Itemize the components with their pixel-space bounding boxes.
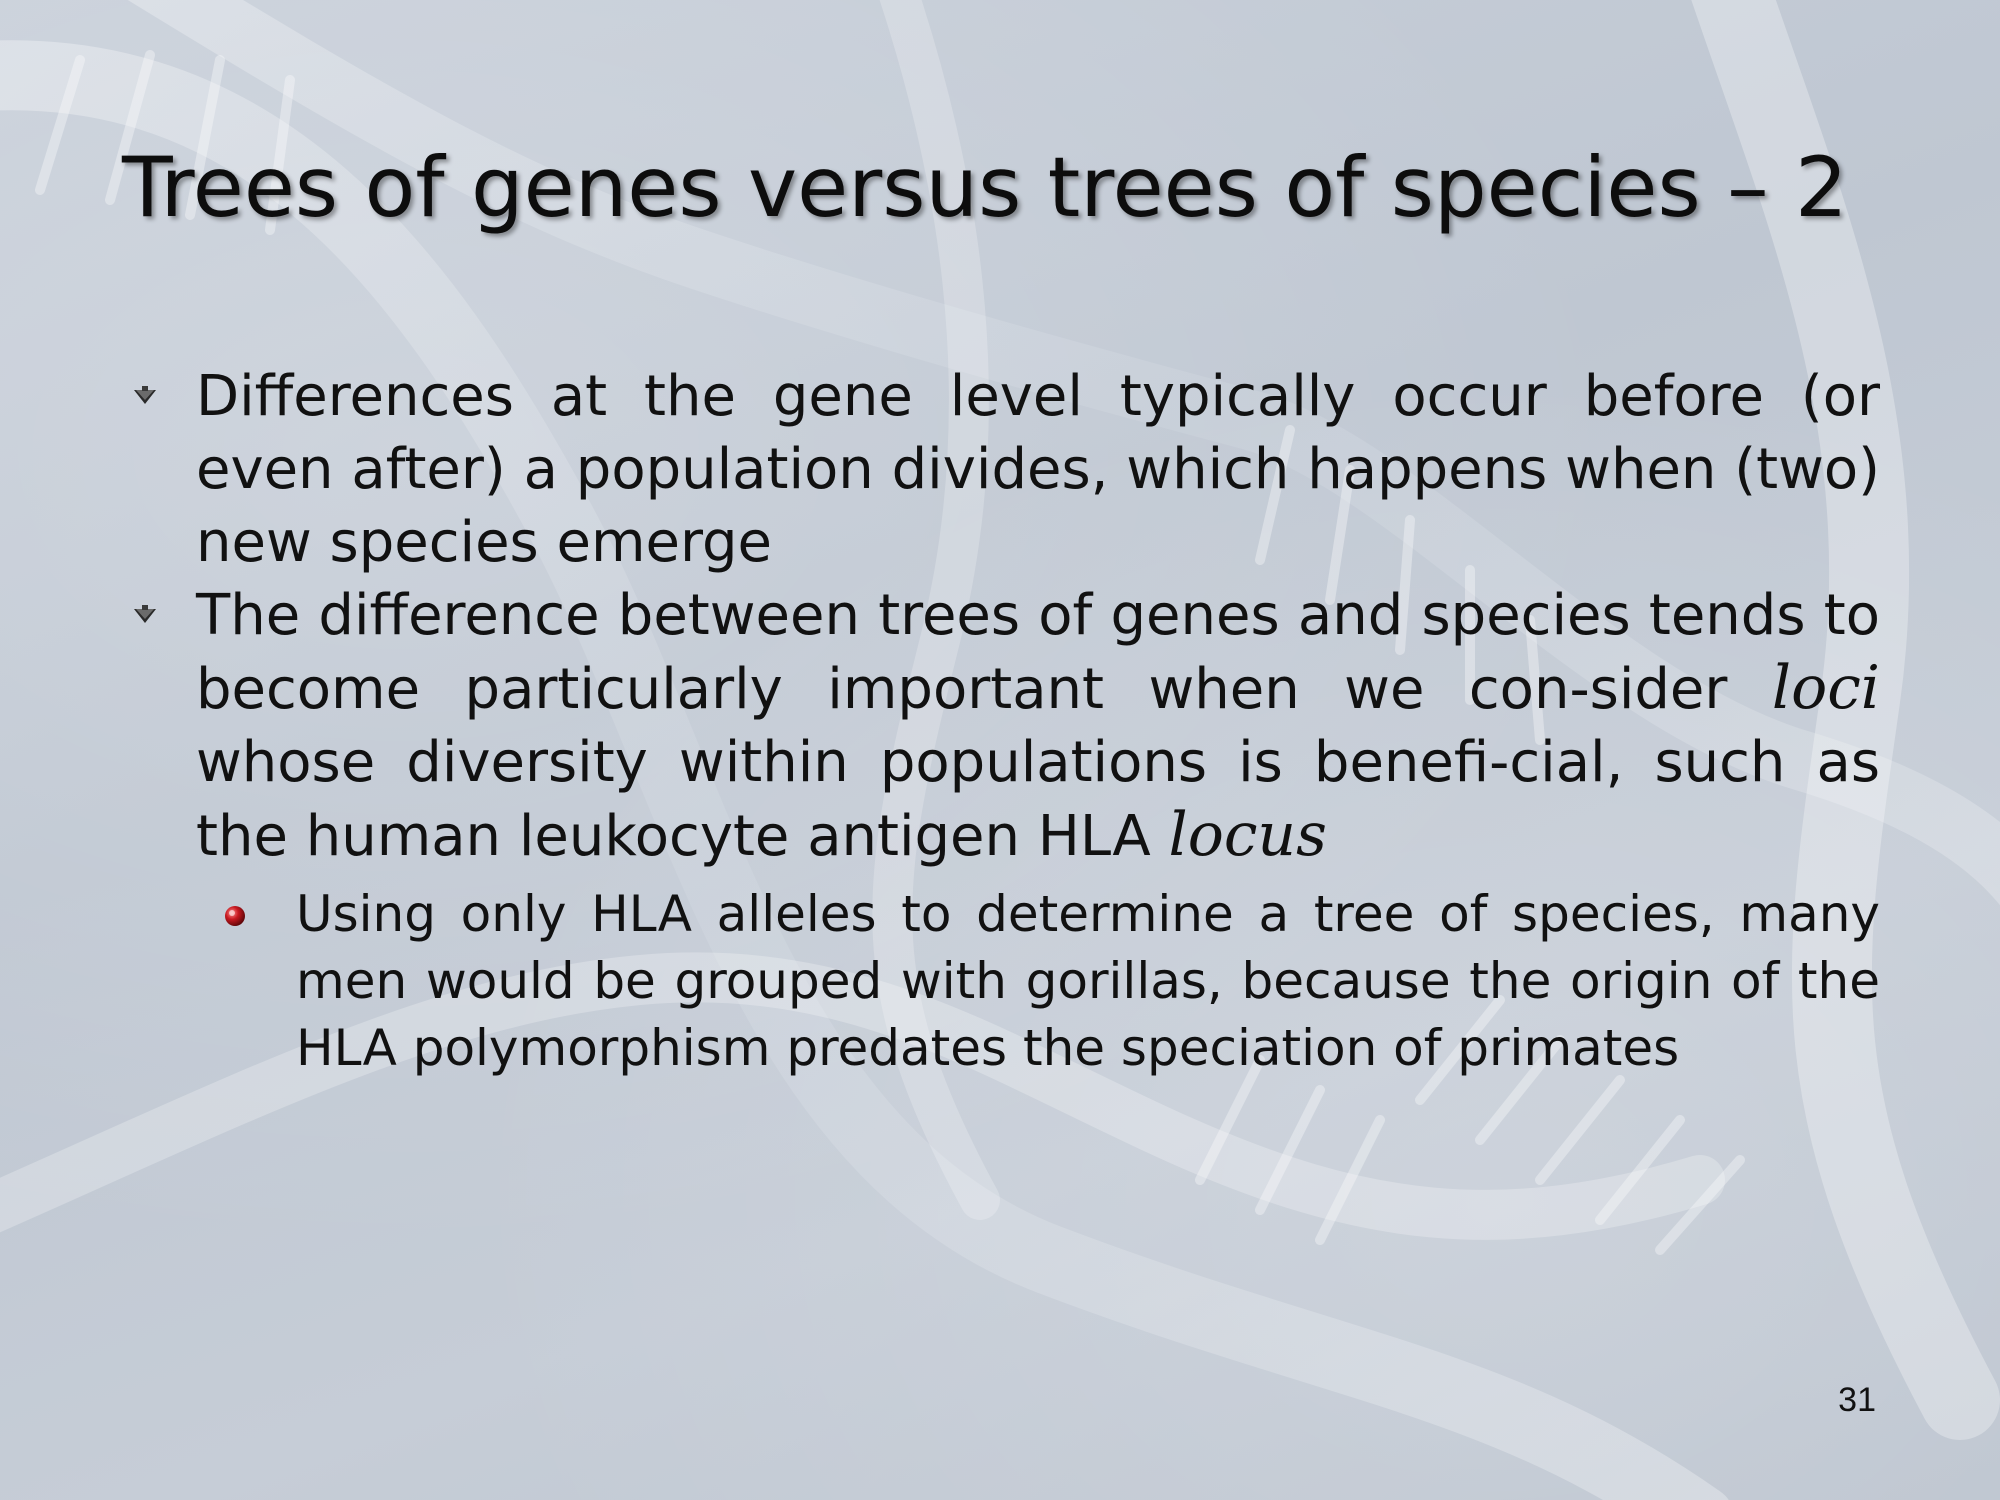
bullet-text-2a: The difference between trees of genes an… [196, 583, 1880, 722]
sub-bullet-item-1: Using only HLA alleles to determine a tr… [130, 881, 1880, 1082]
red-sphere-bullet-icon [225, 906, 245, 926]
sub-bullet-text-1: Using only HLA alleles to determine a tr… [296, 885, 1880, 1077]
bullet-text-1: Differences at the gene level typically … [196, 364, 1880, 575]
arrow-bullet-icon [134, 605, 156, 623]
page-number: 31 [1838, 1381, 1876, 1419]
slide-body: Differences at the gene level typically … [130, 360, 1880, 1082]
italic-term-locus: locus [1168, 800, 1327, 870]
italic-term-loci: loci [1771, 653, 1880, 723]
bullet-text-2b: whose diversity within populations is be… [196, 730, 1880, 869]
bullet-item-1: Differences at the gene level typically … [130, 360, 1880, 579]
slide-title: Trees of genes versus trees of species –… [122, 139, 1848, 236]
bullet-item-2: The difference between trees of genes an… [130, 579, 1880, 873]
arrow-bullet-icon [134, 386, 156, 404]
